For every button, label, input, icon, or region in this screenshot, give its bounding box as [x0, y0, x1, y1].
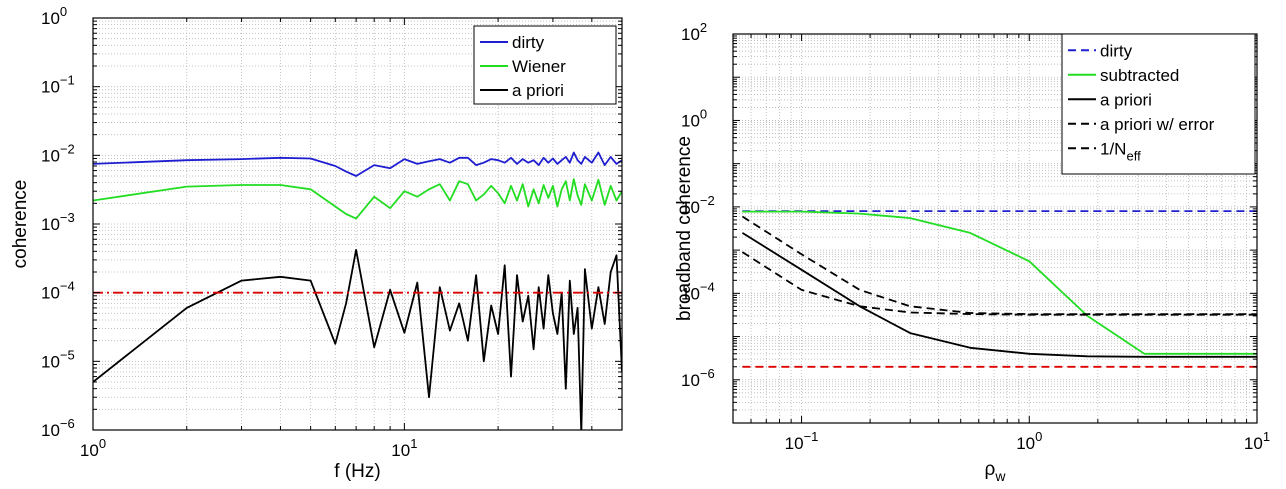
legend-label: Wiener — [512, 57, 566, 76]
legend: dirty Wiener a priori — [473, 25, 617, 105]
y-tick-label: 10−6 — [681, 366, 715, 390]
y-tick-label: 10−6 — [41, 416, 75, 440]
y-tick-label: 100 — [41, 4, 67, 28]
series-group — [93, 151, 622, 430]
x-tick-label: 10−1 — [785, 429, 819, 453]
y-tick-label: 10−4 — [681, 279, 715, 303]
y-tick-label: 10−1 — [41, 73, 75, 97]
series-line-a-priori-w-error — [741, 215, 1257, 316]
series-line-dirty — [93, 151, 622, 177]
legend-label: 1/Neff — [1100, 139, 1141, 163]
y-axis-label: coherence — [10, 180, 31, 269]
legend: dirty subtracted a priori a priori w/ error… — [1061, 33, 1256, 175]
legend-label: a priori — [1100, 90, 1152, 109]
series-line-subtracted — [742, 210, 1257, 355]
x-tick-label: 101 — [391, 436, 417, 460]
legend-label: dirty — [1100, 41, 1133, 60]
grid — [93, 18, 622, 430]
series-line-a-priori — [741, 232, 1257, 358]
plot-frame — [732, 33, 1258, 424]
y-tick-label: 102 — [681, 20, 707, 44]
y-axis-label: broadband coherence — [674, 136, 695, 321]
series-group — [741, 210, 1257, 368]
legend-label: a priori w/ error — [1100, 115, 1215, 134]
series-line-a-priori — [93, 248, 622, 430]
legend-label: subtracted — [1100, 66, 1179, 85]
x-tick-label: 101 — [1244, 429, 1270, 453]
y-tick-label: 10−3 — [41, 210, 75, 234]
legend-label: dirty — [512, 33, 545, 52]
y-tick-label: 10−2 — [681, 193, 715, 217]
legend-label: a priori — [512, 81, 564, 100]
chart-panel-2: 10−1 100 101 102 100 10−2 10−4 10−6 ρw broadband … — [674, 20, 1270, 484]
x-axis-label: f (Hz) — [334, 461, 380, 482]
x-tick-label: 100 — [1016, 429, 1042, 453]
legend-box — [1061, 33, 1256, 175]
grid — [733, 34, 1257, 423]
chart-panel-1: 100 101 100 10−1 10−2 10−3 10−4 10−5 10−6 f (Hz) c… — [10, 4, 623, 482]
y-tick-label: 10−2 — [41, 141, 75, 165]
series-line-1-n — [741, 251, 1257, 316]
y-tick-label: 10−5 — [41, 347, 75, 371]
x-axis-label: ρw — [985, 459, 1007, 484]
y-tick-label: 100 — [681, 106, 707, 130]
x-tick-label: 100 — [80, 436, 106, 460]
series-line-wiener — [93, 178, 622, 220]
y-tick-label: 10−4 — [41, 279, 75, 303]
